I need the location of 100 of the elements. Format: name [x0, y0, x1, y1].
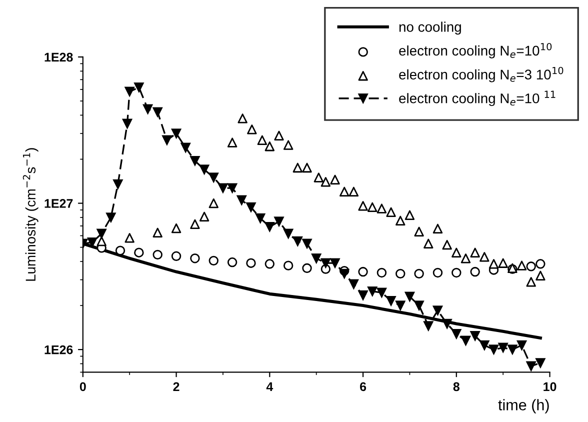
point — [516, 260, 527, 270]
point — [292, 162, 303, 173]
point — [199, 164, 210, 174]
y-axis-title: Luminosity (cm$^{−2}$s$^{−1}$) — [22, 148, 38, 281]
point — [376, 268, 387, 278]
point — [460, 336, 471, 346]
point — [330, 258, 340, 268]
point — [152, 250, 162, 260]
point — [274, 130, 284, 140]
point — [470, 331, 480, 341]
point — [508, 344, 518, 354]
point — [227, 138, 238, 148]
y-tick-label: 1E28 — [44, 52, 73, 62]
point — [358, 290, 368, 300]
point — [171, 223, 182, 234]
point — [171, 251, 182, 262]
point — [257, 135, 268, 146]
point — [264, 222, 275, 232]
x-axis-title: time (h) — [498, 399, 549, 414]
point — [311, 254, 322, 264]
point — [386, 207, 396, 217]
point — [452, 248, 462, 258]
point — [115, 246, 126, 256]
point — [339, 268, 350, 279]
point — [302, 263, 312, 274]
point — [152, 107, 162, 117]
point — [396, 300, 406, 310]
point — [432, 306, 443, 316]
point — [113, 179, 123, 190]
point — [122, 118, 132, 129]
x-tick-label: 6 — [360, 382, 366, 392]
point — [302, 238, 312, 248]
point — [124, 233, 134, 243]
point — [339, 186, 350, 197]
point — [190, 254, 200, 264]
point — [255, 213, 266, 224]
point — [320, 258, 331, 268]
point — [414, 300, 424, 310]
point — [516, 340, 527, 350]
point — [452, 268, 462, 278]
point — [414, 226, 424, 236]
point — [208, 198, 218, 208]
point — [536, 358, 546, 368]
point — [376, 288, 387, 298]
point — [199, 212, 210, 222]
point — [208, 172, 218, 182]
point — [368, 286, 378, 296]
point — [396, 268, 406, 279]
point — [190, 156, 200, 166]
point — [498, 342, 508, 353]
point — [480, 340, 490, 350]
point — [460, 254, 471, 264]
point — [238, 114, 248, 124]
point — [404, 210, 415, 220]
point — [470, 266, 480, 277]
point — [274, 216, 284, 226]
point — [292, 236, 303, 246]
point — [376, 204, 387, 214]
point — [264, 259, 275, 269]
point — [358, 200, 368, 211]
x-tick-label: 0 — [80, 382, 86, 392]
point — [526, 262, 536, 272]
point — [432, 268, 443, 278]
point — [470, 248, 480, 258]
point — [246, 202, 256, 212]
point — [358, 266, 368, 277]
point — [283, 140, 294, 150]
point — [348, 186, 359, 197]
point — [152, 228, 162, 238]
point — [330, 174, 340, 185]
point — [424, 238, 434, 248]
legend-label: electron cooling N$_{e}$=10$^{10}$ — [399, 42, 552, 58]
y-tick-label: 1E27 — [44, 199, 73, 208]
point — [414, 268, 424, 279]
point — [227, 183, 238, 193]
point — [526, 361, 536, 372]
point — [208, 256, 218, 266]
y-tick-label: 1E26 — [44, 345, 73, 354]
point — [526, 277, 536, 287]
point — [348, 279, 359, 289]
point — [218, 183, 228, 193]
point — [368, 202, 378, 212]
point — [442, 240, 452, 250]
point — [162, 135, 172, 146]
point — [171, 128, 182, 138]
point — [452, 329, 462, 339]
point — [106, 212, 116, 222]
point — [314, 172, 324, 182]
point — [236, 195, 247, 206]
point — [190, 219, 200, 229]
point — [488, 259, 499, 269]
point — [180, 142, 190, 152]
point — [96, 236, 106, 246]
x-tick-label: 2 — [173, 382, 180, 391]
point — [386, 296, 396, 306]
x-tick-label: 10 — [544, 382, 556, 392]
legend-label: electron cooling N$_{e}$=3 10$^{10}$ — [399, 66, 564, 82]
legend-label: electron cooling N$_{e}$=10 $^{11}$ — [399, 90, 556, 106]
point — [124, 86, 134, 96]
point — [227, 257, 238, 268]
